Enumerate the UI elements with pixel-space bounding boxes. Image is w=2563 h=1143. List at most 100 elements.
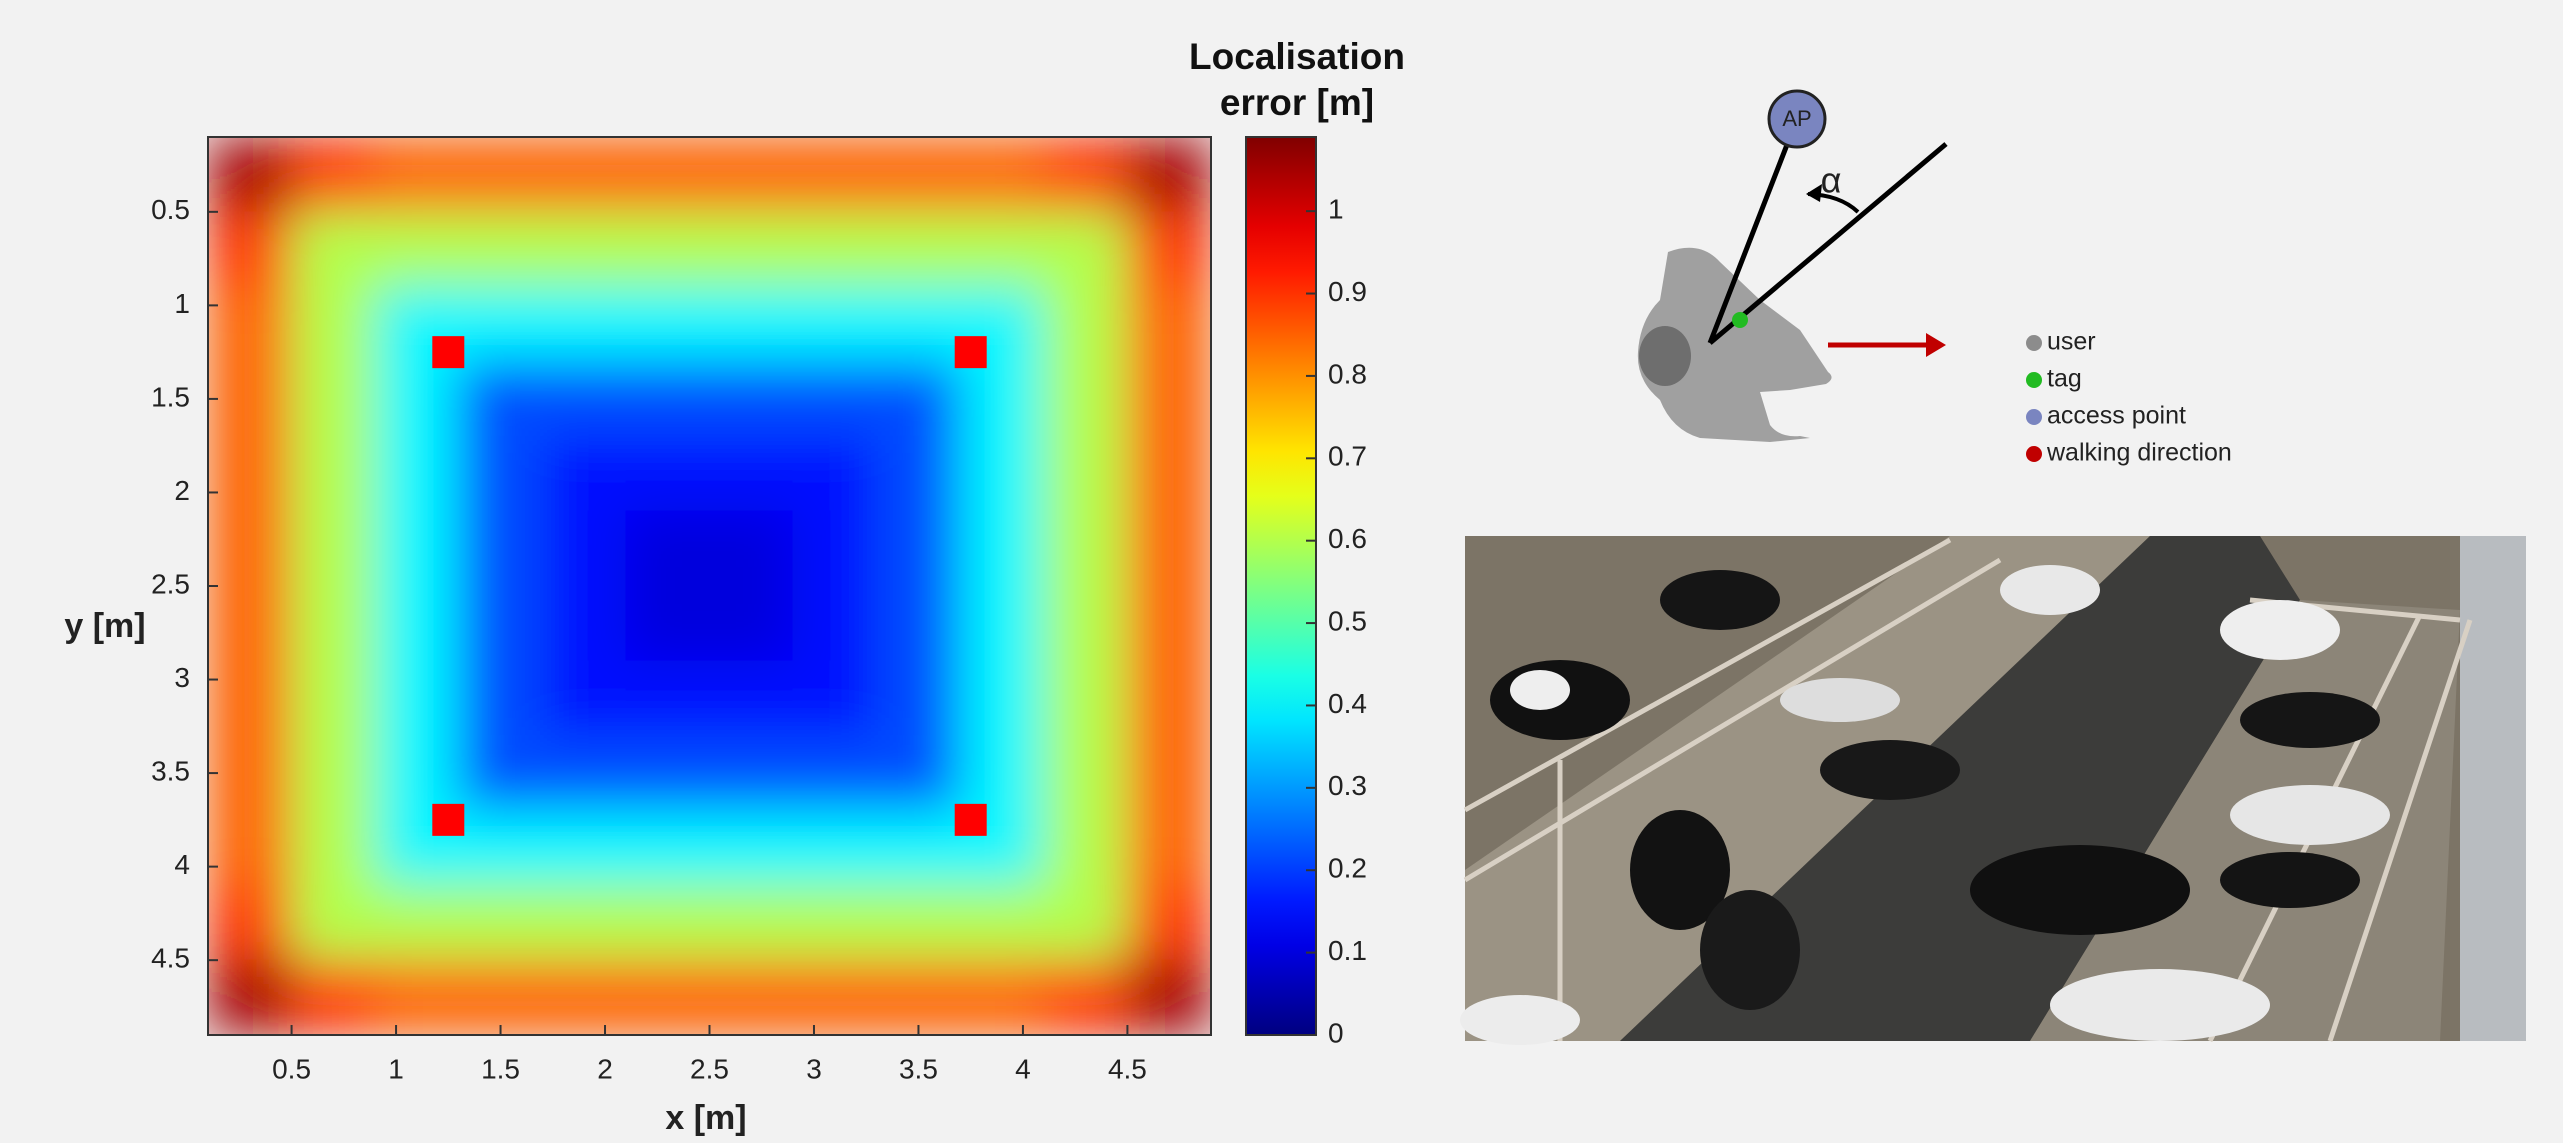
heat-cell bbox=[1126, 211, 1211, 288]
heat-cell bbox=[876, 137, 961, 213]
heat-cell bbox=[876, 959, 961, 1035]
colorbar-tick-label: 0.3 bbox=[1328, 770, 1367, 801]
heat-cell bbox=[959, 884, 1045, 961]
y-axis-label: y [m] bbox=[64, 607, 145, 645]
heat-cell bbox=[374, 361, 460, 437]
heat-cell bbox=[1043, 884, 1128, 961]
heat-cell bbox=[541, 510, 627, 587]
heat-cell bbox=[1043, 585, 1128, 662]
heat-cell bbox=[876, 435, 961, 512]
heat-cell bbox=[1043, 286, 1128, 362]
heat-cell bbox=[792, 735, 878, 811]
user-silhouette bbox=[1637, 247, 1832, 442]
heat-cell bbox=[709, 137, 794, 213]
heat-cell bbox=[959, 137, 1045, 213]
heat-cell bbox=[625, 660, 710, 737]
heat-cell bbox=[541, 884, 627, 961]
y-tick-label: 2.5 bbox=[151, 568, 190, 599]
heat-cell bbox=[374, 137, 460, 213]
heat-cell bbox=[792, 810, 878, 886]
heat-cell bbox=[208, 286, 293, 362]
heat-cell bbox=[208, 660, 293, 737]
heat-cell bbox=[458, 435, 543, 512]
access-point bbox=[1767, 89, 1827, 149]
heatmap-cells bbox=[208, 137, 1211, 1035]
x-tick-label: 3 bbox=[806, 1053, 822, 1084]
heat-cell bbox=[625, 137, 710, 213]
heat-cell bbox=[625, 510, 710, 587]
heat-cell bbox=[374, 735, 460, 811]
heat-cell bbox=[208, 735, 293, 811]
heat-cell bbox=[208, 810, 293, 886]
heat-cell bbox=[291, 959, 376, 1035]
heat-cell bbox=[374, 435, 460, 512]
legend-marker bbox=[2026, 446, 2042, 462]
x-tick-label: 4 bbox=[1015, 1053, 1031, 1084]
anchor bbox=[954, 336, 987, 369]
cows bbox=[1460, 565, 2390, 1045]
heat-cell bbox=[458, 660, 543, 737]
heat-cell bbox=[541, 435, 627, 512]
heat-cell bbox=[792, 137, 878, 213]
heat-cell bbox=[291, 884, 376, 961]
heat-cell bbox=[959, 361, 1045, 437]
heat-cell bbox=[208, 361, 293, 437]
angle-label: α bbox=[1821, 160, 1842, 201]
heat-cell bbox=[291, 435, 376, 512]
heat-cell bbox=[208, 585, 293, 662]
heat-cell bbox=[541, 810, 627, 886]
y-tick-label: 4 bbox=[174, 849, 190, 880]
legend: user tag access point walking direction bbox=[2026, 328, 2232, 467]
heat-cell bbox=[208, 884, 293, 961]
heat-cell bbox=[458, 810, 543, 886]
heat-cell bbox=[709, 211, 794, 288]
heat-cell bbox=[625, 735, 710, 811]
heat-cell bbox=[1126, 660, 1211, 737]
heat-cell bbox=[208, 137, 293, 213]
colorbar-tick-label: 0.4 bbox=[1328, 688, 1367, 719]
heatmap bbox=[208, 137, 1211, 1035]
heat-cell bbox=[1126, 286, 1211, 362]
heat-cell bbox=[709, 435, 794, 512]
heat-cell bbox=[291, 510, 376, 587]
legend-label: user bbox=[2047, 328, 2096, 356]
x-tick-label: 4.5 bbox=[1108, 1053, 1147, 1084]
heat-cell bbox=[792, 435, 878, 512]
heat-cell bbox=[1043, 735, 1128, 811]
ap-label: AP bbox=[1782, 106, 1811, 131]
anchor bbox=[432, 803, 465, 836]
heat-cell bbox=[792, 361, 878, 437]
heat-cell bbox=[959, 959, 1045, 1035]
heat-cell bbox=[876, 585, 961, 662]
heat-cell bbox=[374, 211, 460, 288]
heat-cell bbox=[709, 810, 794, 886]
heat-cell bbox=[1126, 884, 1211, 961]
heat-cell bbox=[291, 361, 376, 437]
x-tick-label: 1.5 bbox=[481, 1053, 520, 1084]
x-axis-label: x [m] bbox=[665, 1099, 746, 1137]
colorbar-tick-label: 0 bbox=[1328, 1017, 1344, 1048]
heat-cell bbox=[625, 884, 710, 961]
heat-cell bbox=[792, 211, 878, 288]
heat-cell bbox=[876, 810, 961, 886]
heat-cell bbox=[458, 361, 543, 437]
legend-marker bbox=[2026, 409, 2042, 425]
heat-cell bbox=[1126, 361, 1211, 437]
heat-cell bbox=[458, 137, 543, 213]
legend-label: walking direction bbox=[2046, 439, 2232, 467]
heat-cell bbox=[876, 735, 961, 811]
colorbar-tick-label: 0.8 bbox=[1328, 358, 1367, 389]
heat-cell bbox=[1043, 510, 1128, 587]
heat-cell bbox=[792, 959, 878, 1035]
heat-cell bbox=[876, 510, 961, 587]
heat-cell bbox=[1126, 735, 1211, 811]
heat-cell bbox=[709, 585, 794, 662]
heat-cell bbox=[1043, 361, 1128, 437]
x-tick-label: 3.5 bbox=[899, 1053, 938, 1084]
heat-cell bbox=[959, 585, 1045, 662]
heat-cell bbox=[208, 959, 293, 1035]
cubicle-floor bbox=[1465, 536, 2150, 1041]
x-tick-label: 1 bbox=[388, 1053, 404, 1084]
